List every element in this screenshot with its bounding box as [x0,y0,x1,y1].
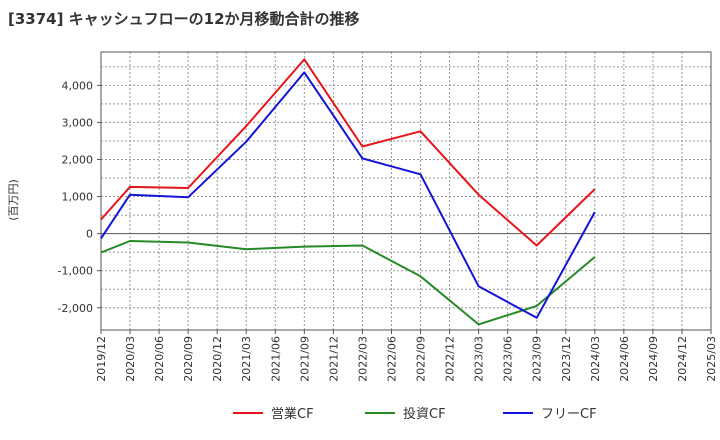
x-tick-label: 2020/09 [182,336,195,382]
x-tick-label: 2024/03 [589,336,602,382]
legend-label-3: フリーCF [541,407,597,422]
x-tick-label: 2024/06 [618,336,631,382]
y-tick-label: 4,000 [62,79,94,92]
x-tick-label: 2021/06 [269,336,282,382]
y-axis-ticks: -2,000 -1,000 0 1,000 2,000 3,000 4,000 [58,79,101,315]
x-tick-label: 2023/03 [473,336,486,382]
series-line-3 [100,71,596,319]
x-tick-label: 2023/06 [502,336,515,382]
x-tick-label: 2023/09 [531,336,544,382]
x-axis-ticks: 2019/12 2020/03 2020/06 2020/09 2020/12 2021/… [95,330,718,382]
y-tick-label: 3,000 [62,116,94,129]
x-tick-label: 2023/12 [560,336,573,382]
x-tick-label: 2025/03 [705,336,718,382]
x-tick-label: 2022/03 [356,336,369,382]
y-tick-label: -1,000 [58,265,93,278]
x-tick-label: 2020/06 [153,336,166,382]
y-tick-label: 1,000 [62,191,94,204]
x-tick-label: 2022/06 [385,336,398,382]
x-tick-label: 2022/09 [415,336,428,382]
legend-label-2: 投資CF [403,406,446,422]
plot-frame [100,51,712,331]
chart-title: [3374] キャッシュフローの12か月移動合計の推移 [8,10,360,28]
x-tick-label: 2019/12 [95,336,108,382]
series-lines [100,58,596,326]
x-tick-label: 2021/12 [327,336,340,382]
y-tick-label: -2,000 [58,302,93,315]
x-tick-label: 2022/12 [444,336,457,382]
series-line-2 [100,240,596,326]
x-tick-label: 2021/09 [298,336,311,382]
grid [100,52,712,330]
legend-label-1: 営業CF [271,406,314,422]
plot-border [100,51,712,331]
y-tick-label: 0 [86,228,93,241]
series-line-1 [100,58,596,247]
x-tick-label: 2020/03 [124,336,137,382]
x-tick-label: 2024/09 [647,336,660,382]
legend: 営業CF 投資CF フリーCF [233,406,597,422]
y-tick-label: 2,000 [62,153,94,166]
x-tick-label: 2020/12 [211,336,224,382]
y-axis-label: (百万円) [7,179,20,221]
x-tick-label: 2021/03 [240,336,253,382]
x-tick-label: 2024/12 [676,336,689,382]
